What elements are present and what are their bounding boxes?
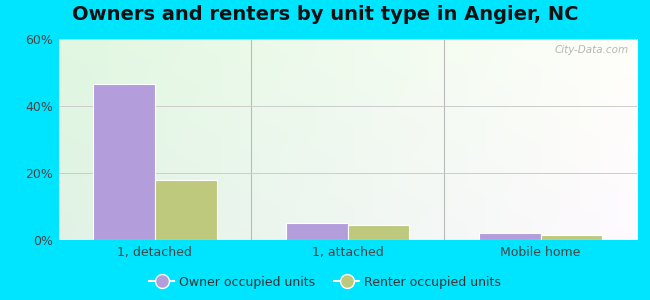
Text: City-Data.com: City-Data.com [554, 45, 629, 55]
Bar [479, 233, 541, 240]
Bar [155, 180, 216, 240]
Text: Owners and renters by unit type in Angier, NC: Owners and renters by unit type in Angie… [72, 4, 578, 23]
Legend: Owner occupied units, Renter occupied units: Owner occupied units, Renter occupied un… [144, 271, 506, 294]
Bar [348, 225, 410, 240]
Bar [286, 223, 348, 240]
Bar [541, 235, 603, 240]
Bar [93, 84, 155, 240]
